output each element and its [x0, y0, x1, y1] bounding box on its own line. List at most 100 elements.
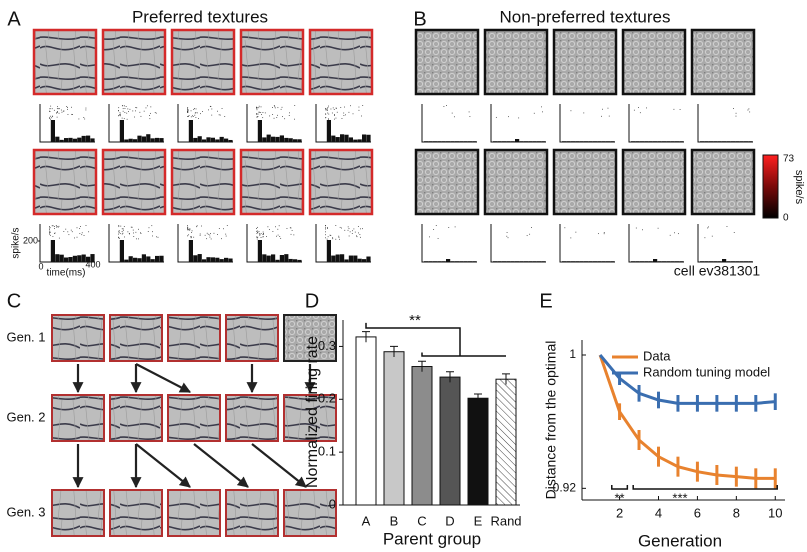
raster-dot: [190, 110, 192, 112]
psth-bin: [193, 255, 198, 262]
psth-bin: [219, 136, 224, 142]
psth-bin: [115, 261, 120, 262]
raster-dot: [49, 226, 50, 227]
raster-dot: [260, 233, 262, 234]
raster-dot: [260, 106, 262, 108]
psth-bin: [726, 261, 731, 262]
psth-bin: [331, 255, 336, 262]
psth-bin: [631, 261, 636, 262]
raster-dot: [219, 114, 221, 116]
raster-dot: [202, 111, 203, 112]
raster-dot: [119, 233, 121, 235]
raster-dot: [199, 233, 201, 235]
raster-dot: [72, 114, 73, 115]
raster-dot: [51, 108, 53, 110]
raster-dot: [188, 229, 190, 230]
raster-dot: [279, 236, 281, 237]
raster-dot: [256, 107, 257, 109]
psth-bin: [279, 135, 284, 142]
raster-dot: [221, 108, 223, 110]
raster-dot: [187, 235, 188, 237]
raster-dot: [256, 226, 258, 228]
raster-dot: [280, 237, 282, 239]
raster-dot: [204, 234, 206, 236]
psth-bin: [46, 141, 51, 142]
psth-bin: [331, 135, 336, 142]
raster-dot: [284, 118, 286, 120]
raster-dot: [188, 116, 189, 117]
raster-dot: [343, 112, 345, 114]
psth-bin: [432, 141, 437, 142]
texture-image: [170, 28, 236, 96]
x-tick-label: 6: [694, 505, 701, 520]
raster-dot: [276, 117, 278, 119]
psth-bin: [124, 259, 129, 262]
psth-bin: [519, 261, 524, 262]
psth-bin: [744, 141, 749, 142]
psth-bin: [275, 136, 280, 142]
raster-dot: [733, 108, 734, 109]
psth-bin: [275, 259, 280, 262]
raster-dot: [134, 116, 135, 118]
raster-dot: [707, 227, 709, 229]
raster-dot: [673, 108, 675, 110]
psth-bin: [180, 141, 185, 142]
raster-dot: [326, 238, 328, 240]
error-bar: [362, 331, 370, 343]
psth-bin: [150, 138, 155, 142]
raster-dot: [118, 115, 120, 116]
psth-bin: [424, 141, 429, 142]
raster-dot: [334, 118, 335, 120]
raster-dot: [192, 116, 194, 117]
raster-dot: [187, 111, 189, 113]
psth-bin: [450, 141, 455, 142]
psth-bin: [155, 137, 160, 142]
psth-bin: [541, 141, 546, 142]
psth-x-label: time(ms): [47, 268, 86, 279]
raster-dot: [119, 112, 121, 114]
psth-bin: [639, 261, 644, 262]
raster-dot: [65, 228, 67, 230]
psth-bin: [284, 254, 289, 262]
raster-dot: [327, 118, 329, 120]
raster-dot: [149, 112, 151, 114]
psth-bin: [326, 120, 331, 142]
raster-dot: [263, 233, 264, 235]
raster-dot: [118, 107, 120, 109]
raster-dot: [277, 114, 278, 116]
raster-dot: [603, 232, 605, 233]
raster-dot: [282, 116, 283, 118]
raster-dot: [335, 108, 337, 109]
raster-dot: [275, 226, 276, 228]
generation-label: Gen. 1: [6, 329, 45, 344]
raster-dot: [124, 105, 125, 107]
generation-label: Gen. 2: [6, 409, 45, 424]
psth-bin: [432, 261, 437, 262]
raster-dot: [138, 238, 139, 240]
raster-dot: [122, 232, 124, 234]
raster-dot: [210, 238, 212, 240]
raster-dot: [187, 226, 188, 228]
raster-dot: [608, 115, 610, 117]
raster-dot: [131, 226, 133, 228]
raster-dot: [211, 108, 213, 110]
raster-dot: [213, 232, 215, 234]
raster-dot: [358, 232, 359, 234]
raster-dot: [541, 106, 542, 108]
raster-dot: [602, 108, 603, 110]
raster-dot: [221, 238, 222, 240]
raster-dot: [84, 118, 86, 120]
psth-bin: [188, 240, 193, 262]
raster-dot: [354, 231, 356, 233]
psth-bin: [210, 257, 215, 262]
raster-dot: [338, 236, 340, 238]
raster-dot: [657, 227, 659, 229]
raster-dot: [49, 227, 51, 229]
raster-dot: [126, 112, 128, 114]
psth-bin: [326, 240, 331, 262]
raster-dot: [332, 238, 334, 240]
psth-bin: [335, 254, 340, 262]
psth-bin: [562, 141, 567, 142]
lineage-arrow: [135, 443, 191, 488]
raster-dot: [711, 235, 713, 237]
